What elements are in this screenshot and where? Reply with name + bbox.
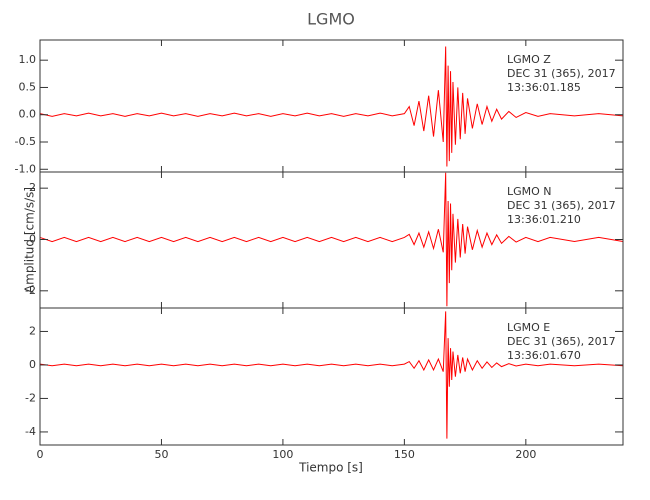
annotation: LGMO Z (507, 53, 551, 66)
y-tick-label: -4 (25, 425, 36, 438)
panel-frame (39, 307, 624, 446)
annotation: DEC 31 (365), 2017 (507, 335, 616, 348)
waveform (39, 172, 624, 307)
annotation: LGMO E (507, 321, 550, 334)
x-axis-label: Tiempo [s] (298, 461, 363, 475)
y-tick-label: 0.5 (19, 80, 37, 93)
chart-title: LGMO (307, 10, 355, 29)
y-tick-label: 1.0 (19, 53, 37, 66)
y-tick-label: -2 (25, 284, 36, 297)
x-tick-label: 200 (515, 448, 536, 461)
y-tick-label: 0 (29, 358, 36, 371)
y-tick-label: 2 (29, 181, 36, 194)
x-tick-label: 150 (394, 448, 415, 461)
waveform (39, 311, 624, 439)
x-tick-label: 0 (37, 448, 44, 461)
y-tick-label: -2 (25, 391, 36, 404)
annotation: 13:36:01.670 (507, 349, 581, 362)
x-tick-label: 50 (154, 448, 168, 461)
y-tick-label: -0.5 (15, 135, 36, 148)
annotation: 13:36:01.185 (507, 81, 581, 94)
x-tick-label: 100 (272, 448, 293, 461)
y-tick-label: 2 (29, 324, 36, 337)
y-tick-label: -1.0 (15, 162, 36, 175)
y-tick-label: 0 (29, 232, 36, 245)
y-axis-label: Amplitud [cm/s/s] (23, 187, 37, 293)
annotation: LGMO N (507, 185, 552, 198)
annotation: 13:36:01.210 (507, 213, 581, 226)
annotation: DEC 31 (365), 2017 (507, 199, 616, 212)
annotation: DEC 31 (365), 2017 (507, 67, 616, 80)
waveform (39, 46, 624, 167)
y-tick-label: 0.0 (19, 108, 37, 121)
